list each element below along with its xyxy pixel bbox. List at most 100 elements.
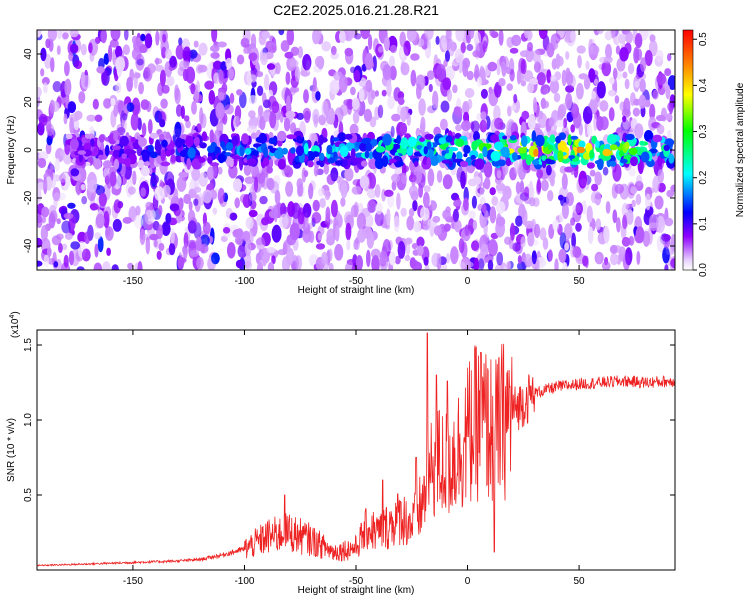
heatmap-blob bbox=[558, 194, 564, 201]
heatmap-blob bbox=[139, 228, 146, 245]
heatmap-blob bbox=[187, 147, 196, 159]
heatmap-blob bbox=[204, 80, 215, 90]
heatmap-blob bbox=[520, 80, 527, 87]
heatmap-blob bbox=[253, 176, 259, 193]
heatmap-blob bbox=[248, 52, 258, 61]
heatmap-blob bbox=[608, 107, 615, 122]
heatmap-blob bbox=[122, 217, 132, 224]
heatmap-blob bbox=[396, 135, 402, 145]
heatmap-blob bbox=[94, 232, 102, 240]
heatmap-blob bbox=[367, 199, 377, 213]
heatmap-blob bbox=[345, 222, 352, 241]
heatmap-blob bbox=[366, 249, 371, 268]
heatmap-blob bbox=[281, 147, 288, 155]
heatmap-blob bbox=[258, 132, 268, 144]
heatmap-blob bbox=[383, 189, 394, 197]
heatmap-blob bbox=[432, 90, 439, 109]
heatmap-blob bbox=[406, 112, 411, 126]
heatmap-blob bbox=[193, 186, 202, 193]
heatmap-blob bbox=[510, 104, 517, 111]
heatmap-blob bbox=[571, 232, 576, 249]
heatmap-blob bbox=[480, 88, 488, 99]
heatmap-blob bbox=[448, 39, 455, 57]
heatmap-blob bbox=[528, 197, 536, 207]
heatmap-blob bbox=[183, 193, 191, 205]
heatmap-blob bbox=[612, 209, 618, 224]
heatmap-blob bbox=[532, 159, 540, 166]
snr-y-axis-label: SNR (10 * v/v) bbox=[6, 418, 17, 482]
heatmap-blob bbox=[81, 248, 91, 262]
heatmap-blob bbox=[61, 220, 72, 234]
heatmap-blob bbox=[182, 68, 189, 82]
heatmap-blob bbox=[127, 262, 134, 270]
heatmap-blob bbox=[533, 148, 539, 157]
heatmap-blob bbox=[586, 205, 593, 223]
snr-multiplier: (x104) bbox=[9, 311, 21, 338]
heatmap-blob bbox=[589, 45, 600, 55]
heatmap-blob bbox=[95, 36, 101, 44]
heatmap-blob bbox=[493, 105, 501, 122]
heatmap-blob bbox=[657, 155, 663, 167]
heatmap-blob bbox=[463, 111, 470, 123]
heatmap-blob bbox=[523, 30, 530, 39]
heatmap-blob bbox=[210, 45, 220, 52]
heatmap-blob bbox=[470, 120, 480, 134]
heatmap-blob bbox=[619, 47, 629, 62]
heatmap-blob bbox=[655, 49, 664, 63]
heatmap-blob bbox=[217, 187, 225, 204]
heatmap-blob bbox=[496, 201, 506, 214]
heatmap-blob bbox=[330, 167, 339, 182]
heatmap-blob bbox=[549, 134, 556, 143]
heatmap-blob bbox=[472, 176, 482, 185]
heatmap-blob bbox=[112, 148, 120, 158]
heatmap-blob bbox=[634, 123, 644, 139]
heatmap-blob bbox=[144, 33, 153, 49]
heatmap-blob bbox=[131, 97, 141, 116]
heatmap-blob bbox=[248, 95, 257, 105]
heatmap-blob bbox=[232, 155, 241, 160]
heatmap-blob bbox=[396, 192, 401, 210]
heatmap-blob bbox=[428, 83, 433, 93]
heatmap-blob bbox=[563, 117, 568, 129]
heatmap-blob bbox=[375, 202, 383, 215]
heatmap-blob bbox=[534, 223, 541, 239]
heatmap-blob bbox=[473, 131, 480, 142]
heatmap-blob bbox=[550, 175, 555, 187]
heatmap-blob bbox=[656, 73, 667, 85]
heatmap-blob bbox=[594, 191, 602, 206]
heatmap-blob bbox=[416, 83, 422, 100]
heatmap-blob bbox=[136, 58, 144, 66]
heatmap-blob bbox=[473, 257, 479, 270]
heatmap-blob bbox=[111, 186, 117, 195]
heatmap-blob bbox=[581, 200, 587, 215]
heatmap-blob bbox=[438, 137, 446, 145]
heatmap-blob bbox=[161, 139, 168, 148]
heatmap-blob bbox=[559, 165, 567, 174]
heatmap-blob bbox=[416, 236, 425, 248]
heatmap-blob bbox=[318, 187, 325, 197]
heatmap-blob bbox=[318, 134, 324, 146]
heatmap-blob bbox=[649, 34, 656, 42]
heatmap-blob bbox=[531, 250, 537, 265]
heatmap-blob bbox=[465, 261, 474, 268]
heatmap-blob bbox=[551, 58, 558, 70]
heatmap-blob bbox=[109, 39, 119, 48]
heatmap-blob bbox=[399, 122, 408, 136]
heatmap-blob bbox=[259, 174, 265, 188]
heatmap-blob bbox=[176, 176, 187, 192]
heatmap-blob bbox=[400, 207, 407, 217]
heatmap-blob bbox=[140, 99, 150, 110]
heatmap-blob bbox=[355, 152, 363, 158]
heatmap-blob bbox=[244, 260, 253, 270]
heatmap-blob bbox=[533, 61, 541, 73]
heatmap-blob bbox=[115, 45, 123, 59]
heatmap-blob bbox=[296, 135, 302, 143]
heatmap-blob bbox=[122, 113, 128, 121]
heatmap-blob bbox=[279, 202, 287, 218]
x-tick-label: -150 bbox=[123, 576, 143, 587]
heatmap-blob bbox=[283, 117, 291, 132]
heatmap-blob bbox=[374, 184, 381, 198]
heatmap-blob bbox=[576, 82, 584, 100]
heatmap-blob bbox=[548, 249, 553, 262]
heatmap-blob bbox=[664, 264, 669, 270]
